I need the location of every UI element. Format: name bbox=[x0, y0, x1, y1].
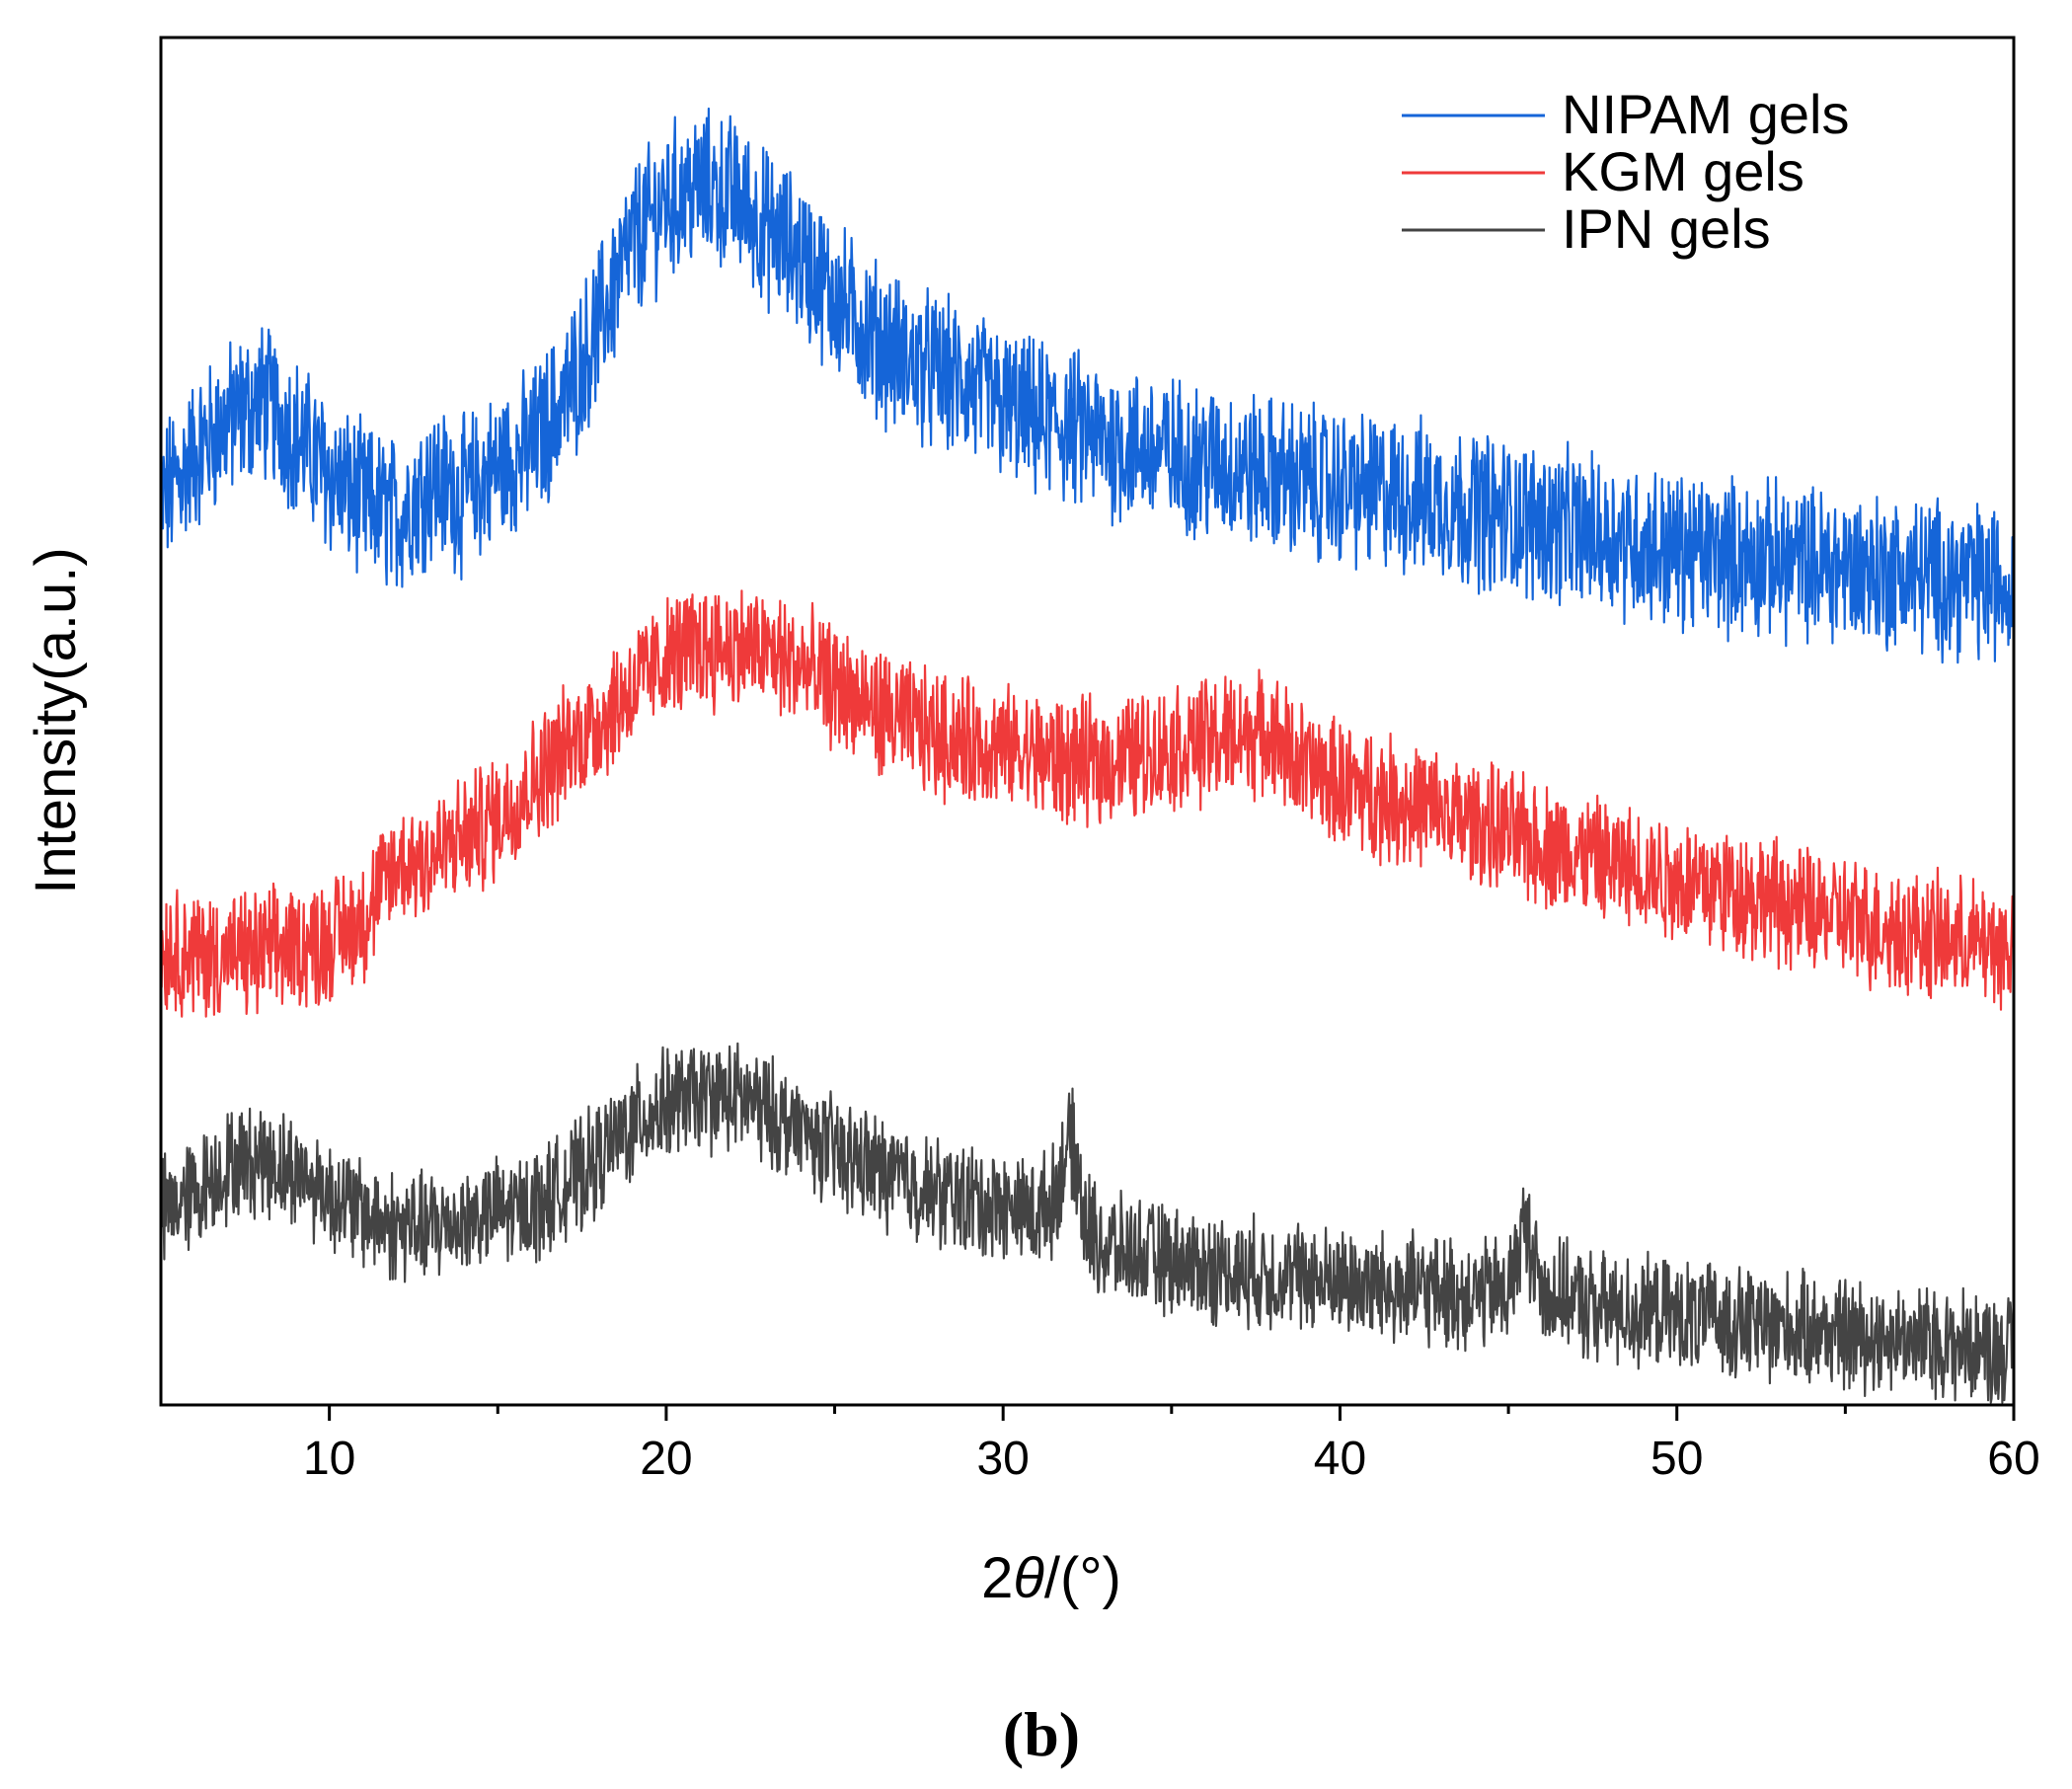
series-line-1 bbox=[159, 107, 2016, 664]
legend-label: KGM gels bbox=[1562, 140, 1804, 202]
panel-label: (b) bbox=[1003, 1699, 1080, 1769]
series-layer bbox=[159, 107, 2016, 1404]
legend-label: IPN gels bbox=[1562, 197, 1771, 260]
x-tick-label: 50 bbox=[1650, 1433, 1703, 1485]
series-line-3 bbox=[159, 1042, 2016, 1404]
legend-label: NIPAM gels bbox=[1562, 83, 1849, 145]
y-axis-title: Intensity(a.u.) bbox=[24, 547, 88, 894]
x-tick-label: 10 bbox=[303, 1433, 355, 1485]
x-tick-label: 40 bbox=[1314, 1433, 1366, 1485]
series-line-2 bbox=[159, 589, 2016, 1018]
x-tick-label: 60 bbox=[1987, 1433, 2039, 1485]
plot-frame bbox=[159, 36, 2016, 1407]
x-axis-title: 2θ/(°) bbox=[981, 1546, 1121, 1610]
axes-layer: 10 20 30 40 50 60 bbox=[159, 36, 2040, 1485]
x-tick-label: 30 bbox=[976, 1433, 1029, 1485]
x-tick-label: 20 bbox=[640, 1433, 692, 1485]
